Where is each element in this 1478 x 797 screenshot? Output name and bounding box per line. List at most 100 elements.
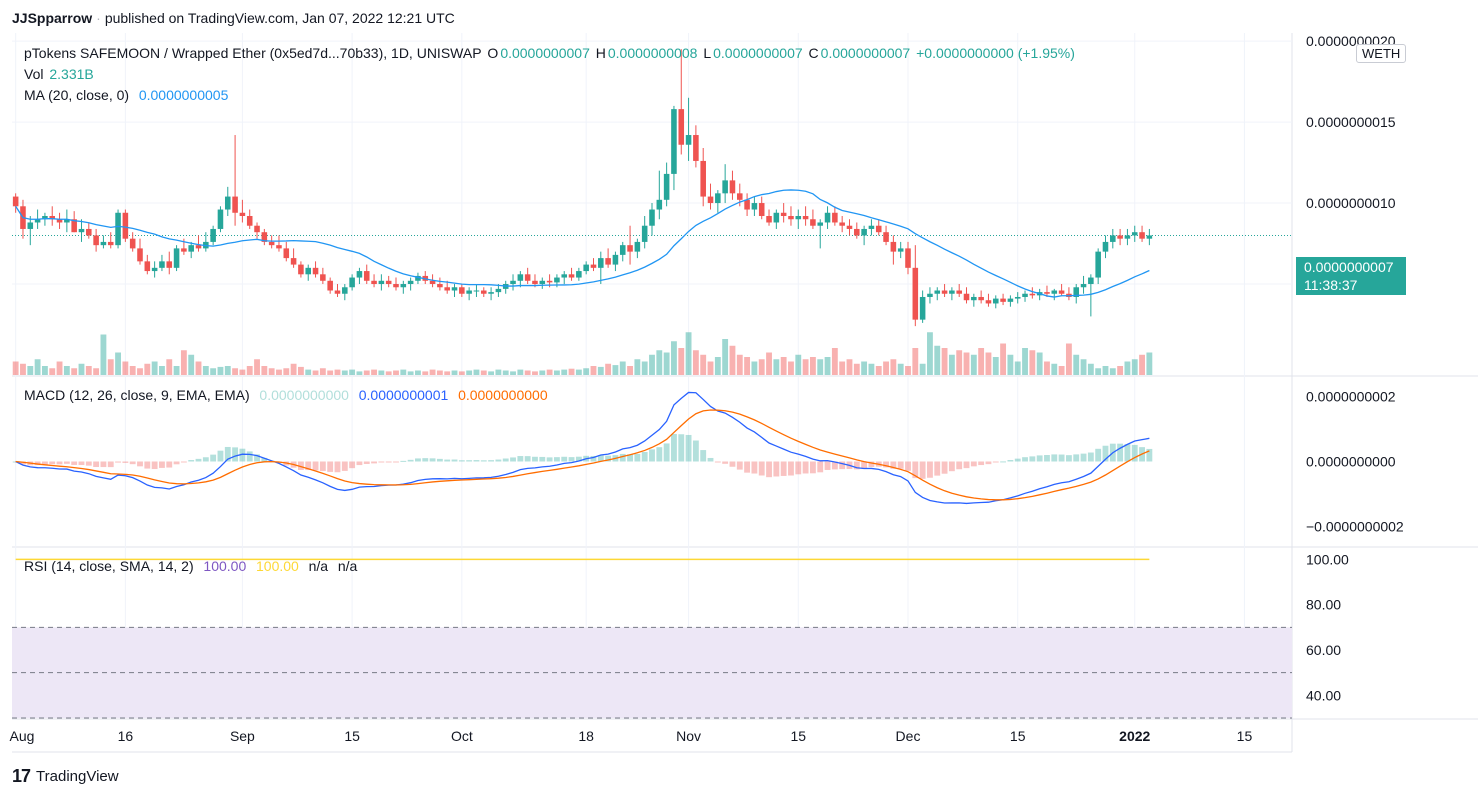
footer-brand[interactable]: 17 TradingView [12, 766, 119, 787]
candle-body [985, 300, 992, 304]
macd-histogram-bar [671, 433, 677, 462]
volume-bar [532, 371, 538, 375]
volume-bar [795, 354, 802, 375]
candle-body [224, 196, 231, 210]
volume-bar [195, 361, 202, 375]
macd-histogram-bar [948, 461, 955, 472]
candle-body [817, 222, 824, 226]
volume-bar [817, 359, 824, 375]
volume-bar [1036, 352, 1043, 375]
macd-histogram-bar [436, 458, 443, 462]
macd-histogram-bar [517, 456, 524, 462]
volume-bar [619, 361, 626, 375]
volume-bar [707, 361, 714, 375]
time-tick-label: 18 [578, 728, 594, 744]
volume-bar [612, 365, 619, 375]
macd-histogram-bar [627, 454, 633, 462]
volume-bar [261, 366, 268, 375]
time-tick-label: 15 [790, 728, 806, 744]
publisher-username[interactable]: JJSpparrow [12, 10, 93, 26]
candle-body [678, 109, 685, 145]
macd-histogram-bar [1117, 443, 1124, 462]
volume-label[interactable]: Vol [24, 66, 44, 82]
macd-histogram-bar [751, 461, 758, 474]
volume-bar [853, 363, 860, 375]
volume-bar [232, 368, 239, 375]
volume-bar [890, 359, 897, 375]
volume-bar [656, 350, 663, 375]
macd-histogram-bar [868, 461, 875, 468]
candle-body [598, 258, 604, 268]
macd-histogram-bar [532, 456, 538, 462]
candle-body [371, 280, 377, 285]
macd-histogram-bar [224, 446, 231, 462]
macd-tick-label: −0.0000000002 [1306, 519, 1404, 535]
tradingview-logo-icon: 17 [12, 766, 31, 786]
candle-body [144, 261, 151, 272]
rsi-legend: RSI (14, close, SMA, 14, 2) 100.00 100.0… [24, 558, 359, 574]
volume-bar [1102, 366, 1109, 375]
volume-bar [561, 369, 568, 375]
candle-body [1022, 293, 1028, 297]
symbol-title[interactable]: pTokens SAFEMOON / Wrapped Ether (0x5ed7… [24, 45, 482, 61]
candle-body [949, 290, 955, 294]
volume-bar [510, 371, 516, 375]
volume-bar [788, 361, 794, 375]
volume-bar [649, 354, 655, 375]
macd-histogram [12, 433, 1153, 479]
volume-bar [129, 366, 136, 375]
candle-body [978, 296, 984, 301]
volume-bar [553, 370, 560, 375]
candle-body [875, 225, 882, 233]
rsi-band [12, 626, 1292, 719]
candle-body [1073, 287, 1080, 297]
macd-histogram-bar [63, 461, 70, 464]
macd-histogram-bar [1007, 460, 1014, 462]
candle-body [210, 228, 216, 242]
volume-bar [290, 363, 297, 375]
macd-histogram-bar [883, 461, 889, 468]
candle-body [788, 216, 794, 220]
volume-bar [276, 369, 282, 375]
candle-body [693, 135, 699, 161]
currency-badge[interactable]: WETH [1356, 44, 1407, 63]
candle-body [510, 280, 516, 285]
macd-histogram-bar [495, 459, 502, 462]
macd-lines [15, 391, 1150, 505]
candle-body [173, 248, 180, 268]
rsi-label[interactable]: RSI (14, close, SMA, 14, 2) [24, 558, 194, 574]
macd-histogram-bar [978, 461, 985, 466]
candle-body [707, 196, 714, 204]
macd-histogram-bar [144, 461, 151, 469]
volume-bar [378, 370, 385, 375]
time-tick-label: Oct [451, 728, 473, 744]
macd-histogram-bar [1080, 453, 1087, 462]
candle-body [78, 228, 85, 233]
macd-histogram-bar [1146, 448, 1153, 462]
macd-hist-value: 0.0000000000 [259, 387, 349, 403]
volume-bar [912, 348, 919, 375]
candle-body [268, 241, 275, 246]
macd-histogram-bar [115, 461, 121, 463]
macd-signal-line [15, 409, 1150, 501]
macd-legend: MACD (12, 26, close, 9, EMA, EMA) 0.0000… [24, 387, 550, 403]
candle-body [824, 212, 831, 223]
volume-bar [641, 361, 648, 375]
candle-body [312, 267, 319, 275]
macd-histogram-bar [1095, 448, 1102, 462]
ma-label[interactable]: MA (20, close, 0) [24, 87, 130, 103]
candle-body [1014, 296, 1021, 299]
macd-label[interactable]: MACD (12, 26, close, 9, EMA, EMA) [24, 387, 250, 403]
volume-bar [188, 354, 195, 375]
macd-histogram-bar [692, 440, 699, 462]
macd-histogram-bar [400, 460, 407, 462]
candle-body [846, 225, 853, 229]
macd-histogram-bar [524, 456, 531, 462]
macd-histogram-bar [356, 461, 363, 466]
macd-histogram-bar [202, 457, 209, 462]
macd-histogram-bar [1073, 454, 1080, 462]
macd-histogram-bar [985, 461, 992, 465]
macd-histogram-bar [20, 461, 26, 465]
volume-bar [78, 363, 85, 375]
